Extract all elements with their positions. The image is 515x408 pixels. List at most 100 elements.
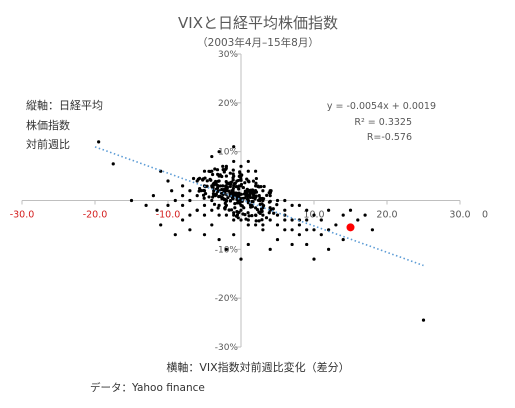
chart-subtitle: （2003年4月–15年8月） [197, 36, 319, 49]
data-point [257, 219, 261, 223]
data-point [243, 192, 247, 196]
data-point [275, 237, 280, 242]
data-point [319, 233, 323, 237]
data-point [272, 211, 276, 215]
data-point [305, 218, 309, 222]
data-point [232, 233, 236, 237]
data-point [210, 208, 214, 212]
data-point [258, 202, 262, 206]
data-point [283, 208, 287, 212]
data-point [173, 233, 177, 237]
data-point [166, 203, 170, 207]
data-point [246, 169, 250, 173]
data-point [255, 208, 260, 212]
data-point [290, 228, 294, 232]
data-point [231, 186, 235, 191]
data-point [235, 179, 239, 183]
data-point [246, 223, 250, 227]
data-point [254, 181, 258, 185]
tick-labels: 30%20%10%-10%-20%-30%-30.0-20.0-10.010.0… [10, 50, 488, 353]
data-point [188, 198, 192, 203]
data-point [208, 177, 212, 182]
data-point [97, 140, 101, 144]
ylabel-line-2: 株価指数 [26, 118, 70, 132]
data-point [217, 150, 221, 154]
data-point [202, 203, 207, 207]
data-point [233, 206, 237, 210]
data-point [247, 180, 251, 184]
y-tick-label: 10% [218, 148, 238, 158]
data-point [312, 213, 316, 217]
data-point [221, 164, 225, 168]
data-point [275, 223, 280, 227]
data-point [221, 168, 225, 172]
data-point [211, 172, 215, 177]
data-point [260, 209, 264, 213]
data-point [214, 192, 218, 196]
data-point [234, 214, 239, 218]
data-point [224, 213, 228, 217]
data-source: データ：Yahoo finance [90, 381, 205, 394]
data-point [181, 194, 185, 198]
data-point [232, 213, 236, 217]
data-point [181, 203, 185, 207]
data-point [240, 204, 244, 208]
data-point [144, 203, 148, 207]
ylabel-line-1: 縦軸：日経平均 [26, 98, 103, 112]
data-point [228, 184, 232, 189]
y-tick-label: 20% [218, 99, 238, 109]
data-point [268, 199, 272, 203]
data-point [261, 189, 265, 193]
data-point [231, 176, 235, 180]
data-point [225, 185, 229, 189]
data-point [297, 223, 301, 227]
data-point [243, 181, 247, 185]
trendline-group [94, 146, 424, 267]
data-point [239, 197, 243, 201]
data-point [181, 218, 185, 222]
data-point [268, 194, 272, 198]
data-point [231, 197, 235, 201]
data-point [241, 212, 245, 216]
data-point [305, 208, 309, 212]
data-point [275, 213, 280, 217]
data-point [254, 169, 258, 173]
data-point [290, 218, 294, 222]
data-point [232, 181, 237, 186]
data-point [218, 173, 222, 177]
data-point [248, 193, 252, 197]
data-point [217, 237, 221, 242]
data-point [305, 228, 309, 232]
data-point [223, 206, 227, 210]
data-point [207, 195, 211, 199]
x-tick-label: 30.0 [449, 210, 470, 221]
chart-title: VIXと日経平均株価指数 [178, 14, 338, 32]
data-point [239, 178, 243, 182]
data-point [210, 223, 214, 227]
data-point [239, 182, 244, 187]
data-point [370, 228, 374, 232]
y-tick-label: -20% [215, 294, 239, 304]
data-point [421, 318, 426, 322]
x-tick-label: -10.0 [156, 210, 181, 221]
data-point [246, 242, 250, 247]
data-point [210, 198, 214, 203]
data-point [251, 196, 255, 200]
data-point [245, 195, 250, 199]
r-label: R=-0.576 [367, 132, 412, 143]
data-point [297, 203, 301, 207]
data-point [188, 228, 192, 232]
data-point [229, 182, 233, 186]
data-point [237, 187, 241, 191]
data-point [341, 213, 345, 217]
data-point [268, 218, 272, 222]
data-point [261, 228, 265, 232]
data-point [166, 179, 170, 183]
data-point [205, 179, 209, 183]
data-point [251, 179, 256, 183]
data-point [227, 208, 231, 212]
data-point [202, 213, 207, 217]
data-point [254, 219, 258, 223]
data-point [232, 159, 236, 164]
